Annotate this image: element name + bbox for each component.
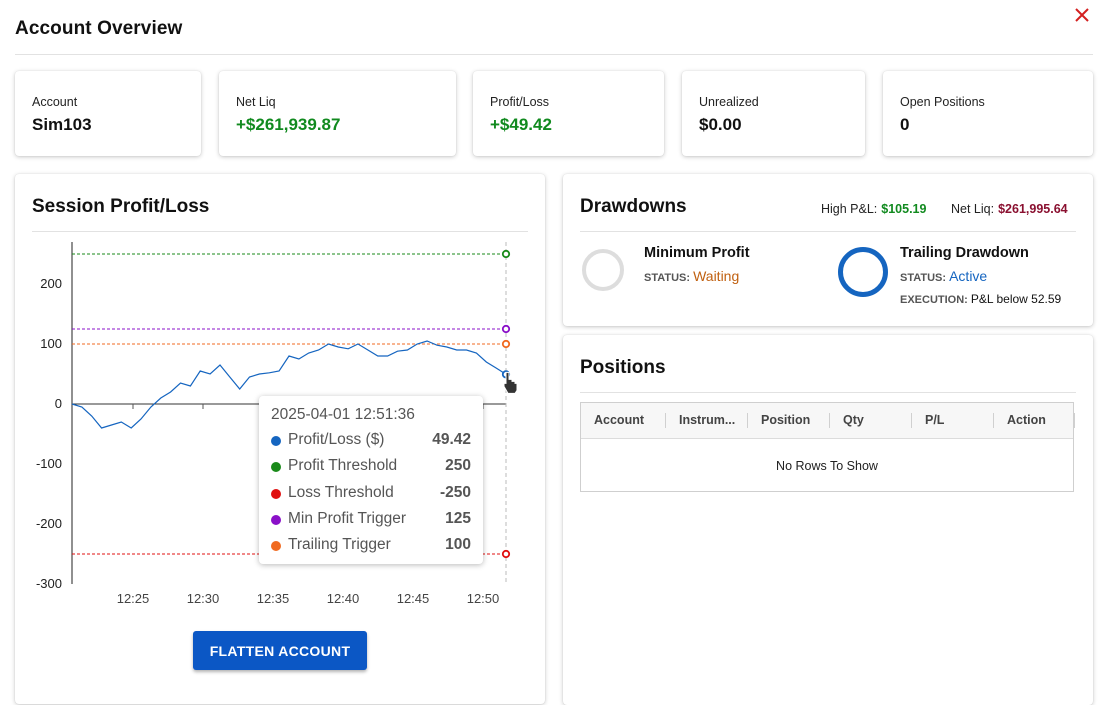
stat-label: Profit/Loss (490, 95, 550, 109)
tooltip-series-value: -250 (439, 484, 471, 501)
y-tick-label: -200 (36, 516, 62, 531)
session-chart[interactable]: 200 100 0 -100 -200 -300 12:25 12:30 12:35 12:40 1… (15, 174, 545, 624)
drawdowns-panel: Drawdowns High P&L: $105.19 Net Liq: $261,… (563, 174, 1093, 326)
tooltip-row: Profit/Loss ($) 49.42 (271, 431, 471, 451)
col-header-pl[interactable]: P/L (912, 403, 994, 438)
page-title: Account Overview (15, 18, 183, 39)
x-tick-label: 12:50 (467, 591, 500, 606)
trailing-ring-icon (838, 247, 888, 297)
x-tick-label: 12:35 (257, 591, 290, 606)
tooltip-time: 2025-04-01 12:51:36 (271, 406, 415, 423)
tooltip-series-value: 49.42 (432, 431, 471, 448)
y-tick-label: 200 (40, 276, 62, 291)
tooltip-row: Profit Threshold 250 (271, 457, 471, 477)
positions-grid: Account Instrum... Position Qty P/L Acti… (580, 402, 1075, 492)
session-title: Session Profit/Loss (32, 196, 210, 217)
session-panel: Session Profit/Loss 200 100 0 -100 -200 -300 1… (15, 174, 545, 704)
tooltip-series-value: 125 (445, 510, 471, 527)
tooltip-series-value: 100 (445, 536, 471, 553)
high-pl-label: High P&L: (821, 202, 878, 216)
stat-card-account: Account Sim103 (15, 71, 201, 156)
threshold-marker-4 (501, 339, 511, 349)
divider (32, 231, 528, 232)
pl-series-line (71, 340, 507, 429)
series-dot-icon (271, 489, 281, 499)
stat-value: 0 (900, 115, 910, 134)
min-profit-ring-icon (582, 249, 624, 291)
stat-card-net-liq: Net Liq +$261,939.87 (219, 71, 456, 156)
y-tick-label: 100 (40, 336, 62, 351)
min-profit-name: Minimum Profit (644, 245, 750, 261)
stat-label: Open Positions (900, 95, 985, 109)
series-dot-icon (271, 515, 281, 525)
col-header-qty[interactable]: Qty (830, 403, 912, 438)
high-pl-stat: High P&L: $105.19 (821, 202, 926, 216)
chart-tooltip: 2025-04-01 12:51:36 Profit/Loss ($) 49.4… (259, 396, 483, 564)
close-icon[interactable] (1073, 6, 1091, 24)
positions-title: Positions (580, 357, 666, 378)
col-header-action[interactable]: Action (994, 403, 1075, 438)
grid-header: Account Instrum... Position Qty P/L Acti… (581, 403, 1075, 439)
tooltip-series-name: Profit/Loss ($) (288, 431, 385, 448)
min-profit-status-value: Waiting (693, 268, 740, 284)
stat-label: Net Liq (236, 95, 276, 109)
threshold-marker-1 (501, 249, 511, 259)
divider (580, 231, 1076, 232)
tooltip-row: Trailing Trigger 100 (271, 536, 471, 556)
high-pl-value: $105.19 (881, 202, 927, 216)
flatten-account-button[interactable]: FLATTEN ACCOUNT (193, 631, 367, 670)
tooltip-series-name: Trailing Trigger (288, 536, 391, 553)
net-liq-label: Net Liq: (951, 202, 995, 216)
tooltip-series-value: 250 (445, 457, 471, 474)
min-profit-status: STATUS: Waiting (644, 268, 739, 284)
positions-panel: Positions Account Instrum... Position Qt… (563, 335, 1093, 705)
y-tick-label: -300 (36, 576, 62, 591)
trailing-execution: EXECUTION: P&L below 52.59 (900, 292, 1061, 306)
col-header-account[interactable]: Account (581, 403, 666, 438)
x-tick-label: 12:40 (327, 591, 360, 606)
tooltip-row: Min Profit Trigger 125 (271, 510, 471, 530)
tooltip-series-name: Profit Threshold (288, 457, 398, 474)
divider (580, 392, 1076, 393)
y-tick-label: -100 (36, 456, 62, 471)
stat-card-open-positions: Open Positions 0 (883, 71, 1093, 156)
stat-card-profit-loss: Profit/Loss +$49.42 (473, 71, 664, 156)
stat-value: +$261,939.87 (236, 115, 341, 134)
col-header-position[interactable]: Position (748, 403, 830, 438)
execution-label: EXECUTION: (900, 294, 968, 306)
y-tick-label: 0 (55, 396, 62, 411)
trailing-name: Trailing Drawdown (900, 245, 1029, 261)
stat-value: +$49.42 (490, 115, 552, 134)
empty-grid-message: No Rows To Show (776, 459, 878, 473)
x-tick-label: 12:30 (187, 591, 220, 606)
title-bar: Account Overview (15, 0, 1093, 55)
status-label: STATUS: (900, 272, 947, 284)
net-liq-value: $261,995.64 (998, 202, 1068, 216)
series-dot-icon (271, 462, 281, 472)
series-dot-icon (271, 541, 281, 551)
drawdowns-title: Drawdowns (580, 196, 687, 217)
stat-label: Account (32, 95, 78, 109)
stat-label: Unrealized (699, 95, 759, 109)
trailing-execution-value: P&L below 52.59 (970, 292, 1062, 306)
status-label: STATUS: (644, 272, 691, 284)
tooltip-series-name: Loss Threshold (288, 484, 394, 501)
threshold-marker-2 (501, 549, 511, 559)
threshold-marker-3 (501, 324, 511, 334)
x-tick-label: 12:45 (397, 591, 430, 606)
net-liq-stat: Net Liq: $261,995.64 (951, 202, 1068, 216)
cursor-hand-icon (503, 371, 518, 394)
tooltip-series-name: Min Profit Trigger (288, 510, 407, 527)
tooltip-row: Loss Threshold -250 (271, 484, 471, 504)
stat-value: $0.00 (699, 115, 742, 134)
col-header-instrument[interactable]: Instrum... (666, 403, 748, 438)
stat-card-unrealized: Unrealized $0.00 (682, 71, 865, 156)
stat-value: Sim103 (32, 115, 92, 134)
x-tick-label: 12:25 (117, 591, 150, 606)
trailing-status-value: Active (949, 268, 988, 284)
series-dot-icon (271, 436, 281, 446)
trailing-status: STATUS: Active (900, 268, 987, 284)
